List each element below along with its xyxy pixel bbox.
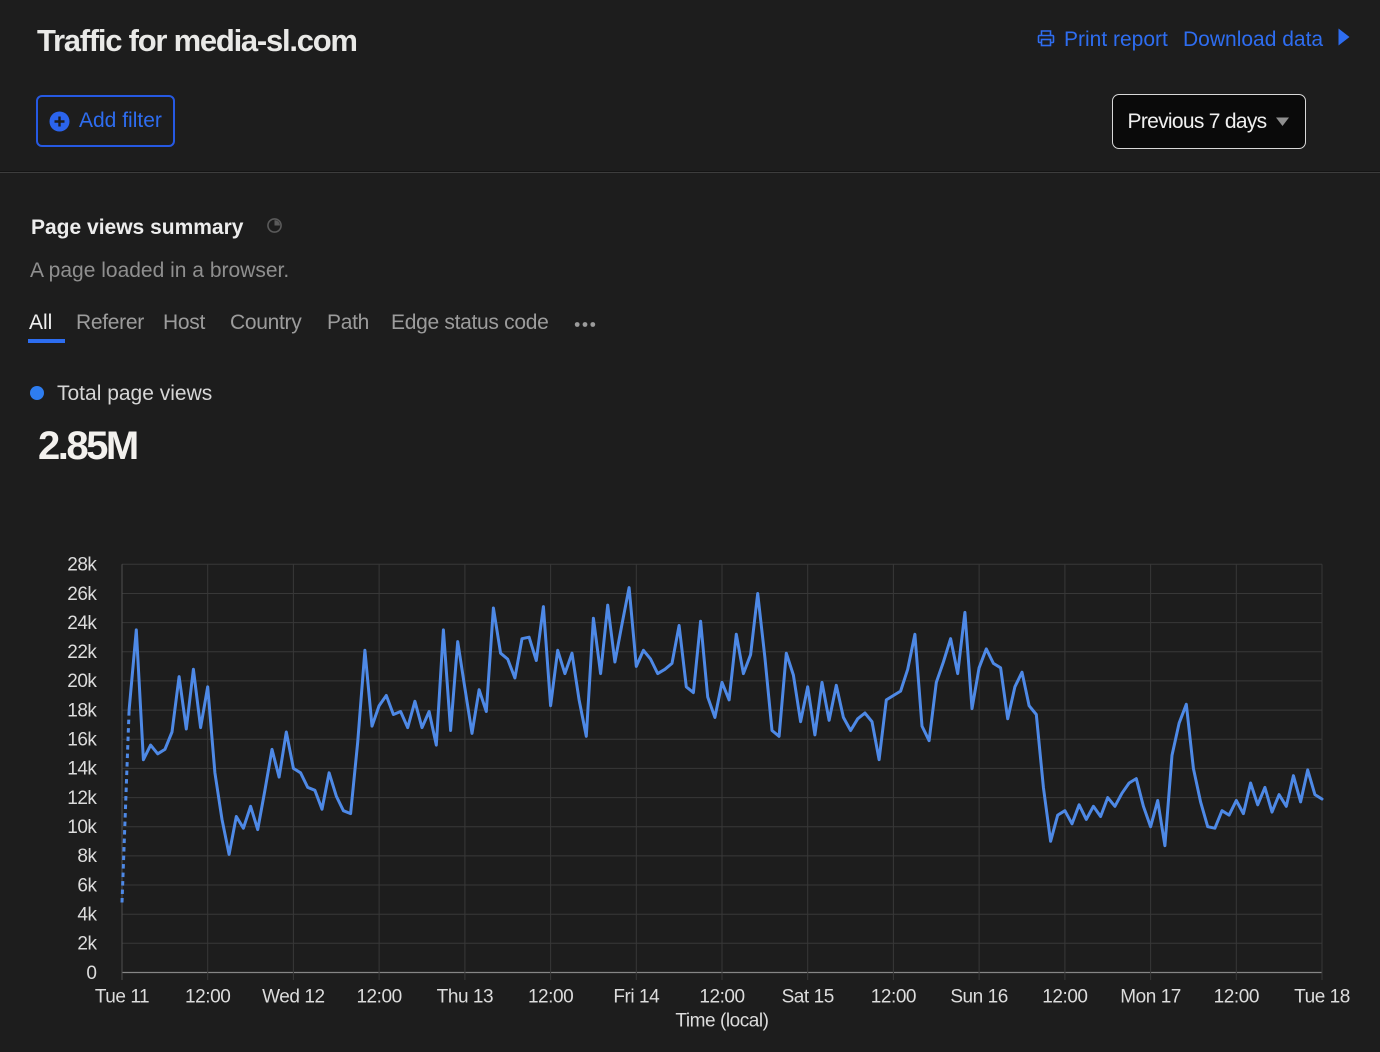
svg-text:4k: 4k <box>77 905 97 926</box>
svg-text:12:00: 12:00 <box>356 987 401 1008</box>
svg-text:Mon 17: Mon 17 <box>1120 987 1181 1008</box>
svg-text:20k: 20k <box>67 671 97 692</box>
svg-text:22k: 22k <box>67 642 97 663</box>
svg-text:18k: 18k <box>67 700 97 721</box>
svg-text:Sat 15: Sat 15 <box>782 987 834 1008</box>
svg-text:6k: 6k <box>77 875 97 896</box>
svg-text:14k: 14k <box>67 759 97 780</box>
svg-text:12:00: 12:00 <box>1214 987 1259 1008</box>
svg-text:Tue 11: Tue 11 <box>95 987 149 1008</box>
svg-text:10k: 10k <box>67 817 97 838</box>
svg-text:12:00: 12:00 <box>699 987 744 1008</box>
svg-text:28k: 28k <box>67 555 97 576</box>
svg-text:12:00: 12:00 <box>528 987 573 1008</box>
svg-text:12:00: 12:00 <box>1042 987 1087 1008</box>
svg-text:Sun 16: Sun 16 <box>950 987 1008 1008</box>
svg-text:8k: 8k <box>77 846 97 867</box>
svg-text:16k: 16k <box>67 730 97 751</box>
svg-text:12:00: 12:00 <box>871 987 916 1008</box>
svg-text:Fri 14: Fri 14 <box>613 987 660 1008</box>
svg-text:Thu 13: Thu 13 <box>437 987 493 1008</box>
svg-text:12k: 12k <box>67 788 97 809</box>
svg-text:26k: 26k <box>67 584 97 605</box>
svg-text:12:00: 12:00 <box>185 987 230 1008</box>
svg-text:Tue 18: Tue 18 <box>1294 987 1350 1008</box>
svg-text:2k: 2k <box>77 934 97 955</box>
svg-text:Time (local): Time (local) <box>675 1011 768 1032</box>
svg-text:Wed 12: Wed 12 <box>262 987 324 1008</box>
svg-text:24k: 24k <box>67 613 97 634</box>
svg-text:0: 0 <box>86 963 96 984</box>
